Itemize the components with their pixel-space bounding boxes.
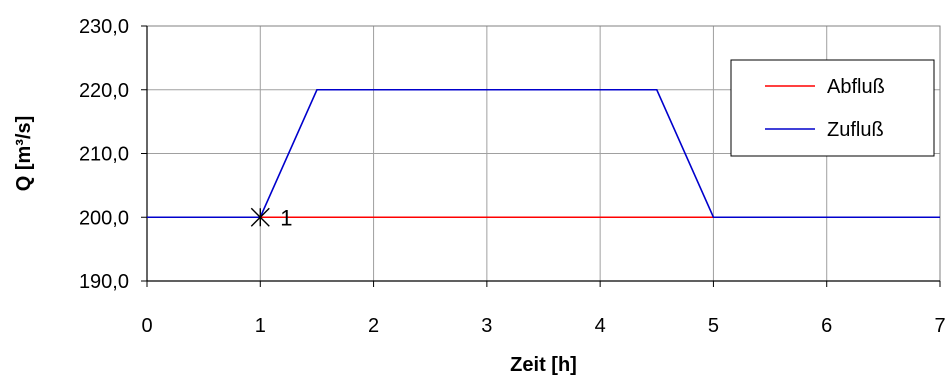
x-axis-title: Zeit [h] xyxy=(510,354,577,376)
legend-box xyxy=(730,59,935,157)
x-tick-label: 2 xyxy=(368,315,379,337)
y-tick-label: 210,0 xyxy=(79,144,129,166)
asterisk-marker xyxy=(250,207,270,227)
series-layer xyxy=(147,88,940,219)
legend-label: Abfluß xyxy=(827,76,885,98)
y-tick-label: 220,0 xyxy=(79,80,129,102)
y-tick-label: 200,0 xyxy=(79,207,129,229)
x-tick-label: 7 xyxy=(934,315,945,337)
y-tick-label: 230,0 xyxy=(79,16,129,38)
x-tick-label: 4 xyxy=(595,315,606,337)
x-tick-label: 6 xyxy=(821,315,832,337)
legend-label: Zufluß xyxy=(827,119,884,141)
axes xyxy=(141,25,941,287)
x-tick-label: 0 xyxy=(141,315,152,337)
x-tick-label: 5 xyxy=(708,315,719,337)
annotations: 1 xyxy=(250,205,293,230)
y-axis-title: Q [m³/s] xyxy=(13,116,35,192)
series-line xyxy=(147,88,940,219)
legend: Abfluß Zufluß xyxy=(730,59,935,157)
tick-labels: 0 1 2 3 4 5 6 7 190,0 200,0 210,0 220,0 230,0 xyxy=(79,16,946,337)
x-tick-label: 3 xyxy=(481,315,492,337)
annotation-label: 1 xyxy=(280,205,292,230)
y-tick-label: 190,0 xyxy=(79,271,129,293)
x-tick-label: 1 xyxy=(255,315,266,337)
